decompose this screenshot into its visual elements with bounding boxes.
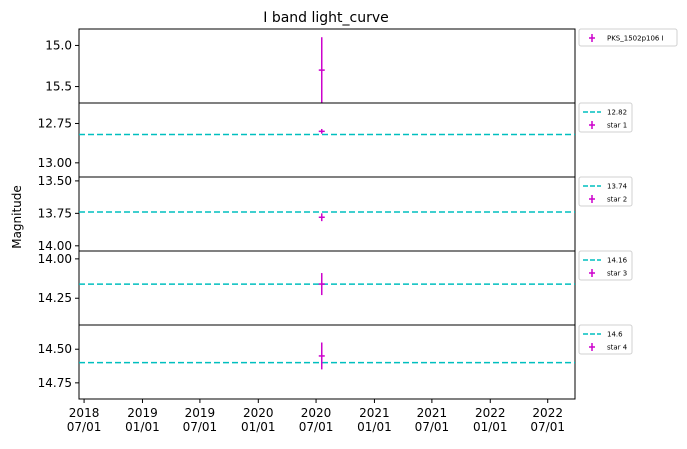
y-tick-label: 14.75: [38, 376, 72, 390]
legend-label: 14.6: [607, 331, 623, 339]
legend-label: star 1: [607, 122, 627, 130]
panel-4: 14.50 14.75 14.6 star 4: [38, 324, 633, 400]
panel-frame: [78, 28, 576, 104]
x-tick-label: 2019 01/01: [125, 406, 160, 434]
panel-3: 14.00 14.25 14.16 star 3: [38, 250, 633, 326]
legend-label: star 3: [607, 270, 627, 278]
y-tick-label: 13.75: [38, 206, 72, 220]
y-tick-label: 14.25: [38, 291, 72, 305]
x-tick-label: 2020 07/01: [299, 406, 334, 434]
legend: PKS_1502p106 I: [578, 28, 678, 47]
x-tick-label: 2022 01/01: [473, 406, 508, 434]
y-tick-label: 15.5: [45, 80, 72, 94]
legend: 13.74 star 2: [578, 176, 633, 207]
chart-title: I band light_curve: [263, 10, 389, 26]
y-tick-label: 14.00: [38, 252, 72, 266]
y-tick-label: 13.00: [38, 156, 72, 170]
y-tick-label: 14.00: [38, 239, 72, 253]
legend: 12.82 star 1: [578, 102, 633, 133]
x-axis-ticks: 2018 07/01 2019 01/01 2019 07/01 2020 01/01 2020…: [67, 399, 565, 434]
panel-0: 15.0 15.5 PKS_1502p106 I: [45, 28, 678, 104]
x-tick-label: 2019 07/01: [183, 406, 218, 434]
y-tick-label: 12.75: [38, 116, 72, 130]
x-tick-label: 2021 01/01: [357, 406, 392, 434]
y-tick-label: 14.50: [38, 342, 72, 356]
legend-label: star 2: [607, 196, 627, 204]
legend-label: star 4: [607, 344, 628, 352]
x-tick-label: 2020 01/01: [241, 406, 276, 434]
x-tick-label: 2018 07/01: [67, 406, 102, 434]
legend-label: 12.82: [607, 109, 627, 117]
panel-2: 13.50 13.75 14.00 13.74 star 2: [38, 174, 633, 253]
y-tick-label: 15.0: [45, 38, 72, 52]
legend-label: 14.16: [607, 257, 628, 265]
x-tick-label: 2022 07/01: [530, 406, 565, 434]
panel-frame: [78, 102, 576, 178]
legend-label: 13.74: [607, 183, 628, 191]
legend: 14.16 star 3: [578, 250, 633, 281]
legend-label: PKS_1502p106 I: [607, 35, 664, 43]
panel-frame: [78, 250, 576, 326]
panels-group: 15.0 15.5 PKS_1502p106 I 12.75 13.00 12.82 sta…: [38, 28, 678, 400]
panel-1: 12.75 13.00 12.82 star 1: [38, 102, 633, 178]
y-tick-label: 13.50: [38, 174, 72, 188]
x-tick-label: 2021 07/01: [415, 406, 450, 434]
legend-frame: [578, 28, 678, 47]
legend: 14.6 star 4: [578, 324, 633, 355]
panel-frame: [78, 176, 576, 252]
y-axis-label: Magnitude: [10, 185, 24, 249]
